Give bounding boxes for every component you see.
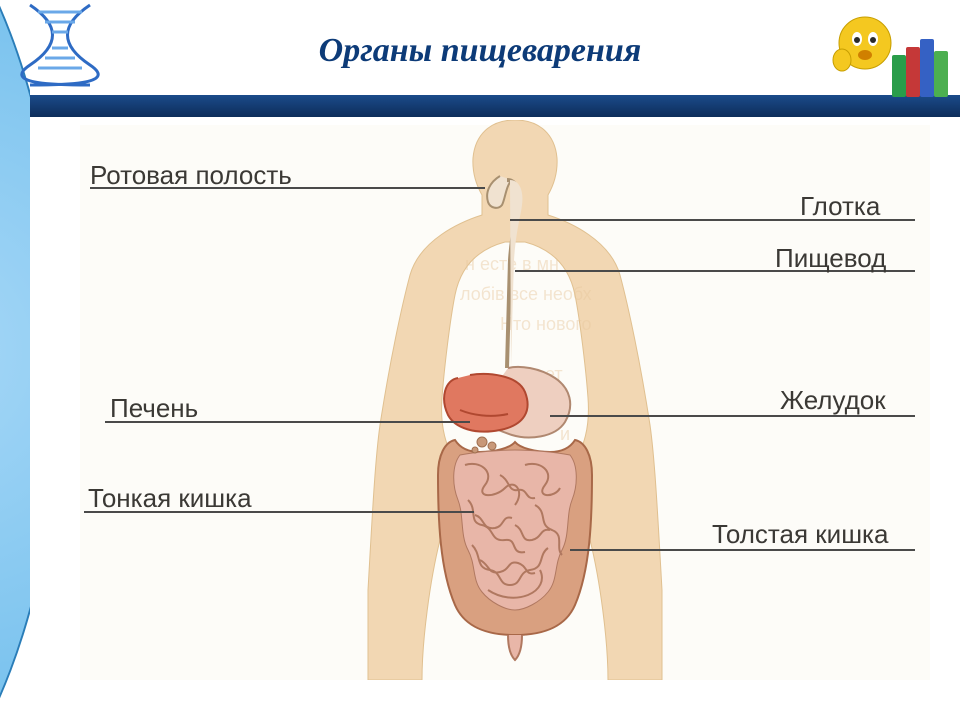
label-stomach: Желудок bbox=[780, 385, 886, 416]
label-large-intestine: Толстая кишка bbox=[712, 519, 888, 550]
label-small-intestine: Тонкая кишка bbox=[88, 483, 252, 514]
emoji-books-icon bbox=[830, 5, 950, 105]
label-liver: Печень bbox=[110, 393, 198, 424]
slide-root: Органы пищеварения н есте в мн лобів все… bbox=[0, 0, 960, 720]
dna-icon bbox=[10, 0, 110, 95]
body-silhouette: н есте в мн лобів все необх Нто нового е… bbox=[360, 120, 670, 685]
slide-title: Органы пищеварения bbox=[0, 32, 960, 70]
anatomy-diagram: н есте в мн лобів все необх Нто нового е… bbox=[80, 125, 930, 680]
side-curve-decoration bbox=[0, 0, 30, 720]
svg-text:лобів все необх: лобів все необх bbox=[460, 284, 592, 304]
label-mouth: Ротовая полость bbox=[90, 160, 292, 191]
svg-text:Нто нового: Нто нового bbox=[500, 314, 592, 334]
header-bar bbox=[0, 95, 960, 117]
label-pharynx: Глотка bbox=[800, 191, 880, 222]
label-esophagus: Пищевод bbox=[775, 243, 886, 274]
